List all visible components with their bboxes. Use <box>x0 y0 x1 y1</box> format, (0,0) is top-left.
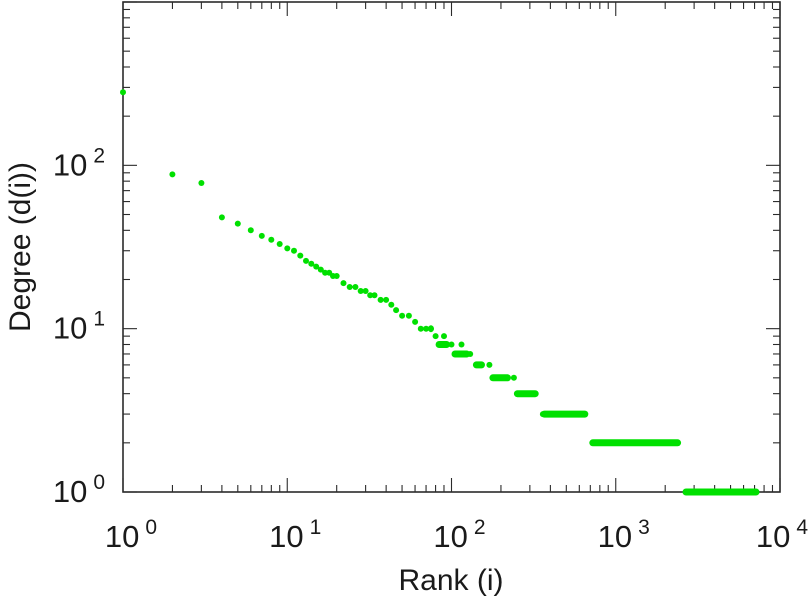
y-tick-label: 10 2 <box>53 144 105 182</box>
data-point <box>247 227 254 234</box>
data-point <box>234 220 241 227</box>
data-point <box>308 260 315 267</box>
data-point <box>357 288 364 294</box>
data-point <box>340 280 347 287</box>
y-tick-label: 10 1 <box>53 308 105 346</box>
data-point <box>313 263 320 270</box>
axis-ticks <box>122 1 781 493</box>
data-point <box>291 247 297 254</box>
data-point-run <box>682 488 760 496</box>
data-point <box>218 214 225 221</box>
data-point <box>441 333 447 340</box>
data-point <box>284 245 291 252</box>
x-tick-labels: 10 0 10 1 10 2 10 3 10 4 <box>105 516 808 554</box>
data-point <box>448 341 455 348</box>
y-axis-title: Degree (d(i)) <box>4 162 37 332</box>
data-point <box>510 374 517 381</box>
data-point <box>120 89 126 96</box>
data-point <box>333 273 340 279</box>
data-point <box>268 236 275 243</box>
data-point <box>367 292 374 299</box>
data-point <box>377 296 384 303</box>
data-point <box>169 171 176 178</box>
x-tick-label: 10 2 <box>433 516 485 554</box>
data-point <box>405 312 412 319</box>
data-points <box>120 89 760 496</box>
data-point <box>258 232 265 239</box>
data-point <box>417 325 424 332</box>
x-axis-title: Rank (i) <box>398 564 503 597</box>
data-point <box>486 361 493 368</box>
x-tick-label: 10 4 <box>756 516 808 554</box>
data-point-run <box>428 325 434 333</box>
data-point <box>346 284 353 290</box>
data-point <box>399 312 406 319</box>
data-point <box>297 252 304 259</box>
data-point-run <box>489 374 511 382</box>
data-point <box>352 284 359 290</box>
data-point <box>393 307 400 314</box>
data-point <box>371 292 378 299</box>
data-point-run <box>435 341 451 348</box>
data-point <box>383 296 390 303</box>
data-point <box>317 266 324 273</box>
x-tick-label: 10 0 <box>105 516 157 554</box>
data-point <box>432 333 439 340</box>
data-point <box>458 341 465 348</box>
data-point <box>423 325 430 332</box>
plot-frame <box>122 1 781 493</box>
data-point-run <box>472 361 485 369</box>
data-point <box>362 288 369 294</box>
data-point <box>198 180 205 186</box>
x-tick-label: 10 3 <box>598 516 650 554</box>
data-point-run <box>513 390 539 398</box>
data-point <box>388 301 395 308</box>
data-point-run <box>451 350 471 358</box>
x-tick-label: 10 1 <box>269 516 321 554</box>
data-point <box>412 318 419 325</box>
data-point <box>303 257 309 264</box>
data-point <box>276 241 283 247</box>
data-point-run <box>540 410 589 418</box>
data-point <box>322 269 329 276</box>
y-tick-label: 10 0 <box>53 471 105 509</box>
data-point-run <box>589 439 682 447</box>
